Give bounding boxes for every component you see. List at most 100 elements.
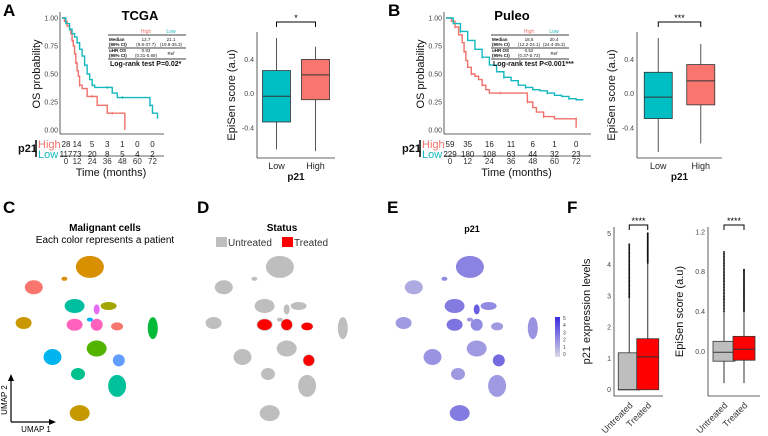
risk-count: 117 [60, 150, 73, 159]
umap-p21-clusters [395, 255, 538, 422]
box-outlier [723, 286, 725, 289]
box-outlier [723, 264, 725, 267]
box-y-tick-label: 0.8 [695, 269, 705, 276]
umap-cluster [251, 276, 258, 281]
risk-count: 14 [73, 140, 82, 149]
box-outlier [723, 261, 725, 264]
umap-cluster [491, 322, 504, 331]
box-treated [732, 335, 756, 361]
stats-ci-low: (24.4-35.3) [543, 42, 566, 47]
umap-patients-subtitle: Each color represents a patient [36, 235, 175, 246]
risk-count: 6 [531, 140, 536, 149]
risk-count: 229 [443, 150, 457, 159]
box-outlier [628, 243, 631, 246]
km-x-axis-label: Time (months) [481, 167, 552, 179]
box-y-tick-label: 0.4 [624, 57, 634, 64]
stats-ci-high: (0.31-0.89) [135, 53, 158, 58]
stats-value-high: 0.93 [142, 48, 151, 53]
umap-status: Status Untreated Treated [205, 223, 348, 422]
km-y-tick-label: 0.00 [44, 128, 58, 135]
stats-ci-low: (19.8-35.3) [160, 42, 183, 47]
colorbar-tick-label: 1 [563, 345, 566, 351]
umap-cluster [259, 405, 280, 422]
panel-label-c: C [3, 198, 15, 217]
box-y-tick-label: 1 [607, 356, 611, 363]
significance-bracket [657, 21, 702, 27]
box-outlier [628, 271, 631, 274]
panel-label-f: F [567, 198, 577, 217]
box-outlier [628, 287, 631, 290]
umap-cluster [480, 302, 497, 310]
box-low [643, 71, 673, 119]
risk-count: 4 [135, 150, 140, 159]
umap-cluster [298, 374, 317, 397]
stats-value-low: Ref [167, 51, 175, 56]
box-outlier [628, 251, 631, 254]
km-y-tick-label: 0.75 [428, 44, 442, 51]
km-title: Puleo [494, 8, 529, 23]
km-curve-high [446, 17, 577, 128]
box-outlier [628, 248, 631, 251]
stats-ci-high: (12.2-24.1) [518, 42, 541, 47]
box-outlier [628, 279, 631, 282]
box-outlier [628, 295, 631, 297]
km-x-tick-label: 36 [507, 157, 516, 166]
box-outlier [723, 294, 725, 296]
box-outlier [723, 258, 725, 261]
umap-cluster [66, 318, 83, 331]
risk-count: 1 [552, 140, 557, 149]
stats-row-label-ci: (95% CI) [492, 42, 510, 47]
box-y-axis-label: EpiSen score (a.u) [606, 49, 618, 140]
box-x-axis-label: p21 [287, 172, 305, 183]
stats-row-label: uHR OS [492, 48, 509, 53]
box-outlier [723, 271, 725, 274]
umap-cluster [61, 276, 68, 281]
box-outlier [628, 268, 631, 271]
box-outlier [723, 274, 725, 277]
box-outlier [723, 292, 725, 295]
km-y-axis-label: OS probability [415, 39, 427, 109]
logrank-text: Log-rank test P=0.02* [110, 61, 182, 68]
risk-count: 44 [528, 150, 537, 159]
umap-cluster [261, 368, 275, 380]
umap-cluster [43, 349, 62, 365]
umap-status-title: Status [267, 223, 298, 234]
box-outlier [723, 267, 725, 270]
box-y-tick-label: 0.0 [624, 91, 634, 98]
box-outlier [723, 259, 725, 262]
km-x-tick-label: 12 [73, 157, 82, 166]
box-outlier [628, 284, 631, 287]
umap-cluster-treated [257, 319, 272, 331]
box-y-tick-label: 0 [607, 387, 611, 394]
umap-cluster [112, 354, 125, 367]
umap-cluster [108, 374, 127, 397]
box-outlier [628, 247, 631, 250]
box-outlier [628, 288, 631, 291]
box-outlier [628, 273, 631, 276]
box-outlier [628, 277, 631, 280]
risk-group-low: Low [38, 149, 58, 161]
box-outlier [723, 310, 725, 313]
km-curve-low [62, 17, 159, 119]
km-plot-puleo: Puleo 0.00 0.25 0.50 0.75 1.00 OS probability H… [402, 8, 591, 179]
stats-row-label: uHR OS [109, 48, 126, 53]
box-high [686, 64, 716, 106]
box-outlier [628, 267, 631, 270]
umap-cluster [233, 349, 252, 365]
box-y-tick-label: 2 [607, 325, 611, 332]
risk-count: 1 [120, 140, 125, 149]
box-outlier [628, 281, 631, 284]
box-x-tick-label: Low [650, 161, 667, 171]
p21-colorbar [555, 317, 560, 357]
box-outlier [628, 285, 631, 288]
risk-count: 59 [446, 140, 455, 149]
risk-count: 20 [88, 150, 97, 159]
box-y-tick-label: -0.4 [242, 126, 254, 133]
box-outlier [628, 255, 631, 258]
umap-cluster [205, 317, 222, 329]
umap-cluster-treated [303, 355, 315, 366]
risk-group-high: High [422, 139, 445, 151]
box-outlier [628, 291, 631, 293]
umap-cluster [488, 374, 507, 397]
